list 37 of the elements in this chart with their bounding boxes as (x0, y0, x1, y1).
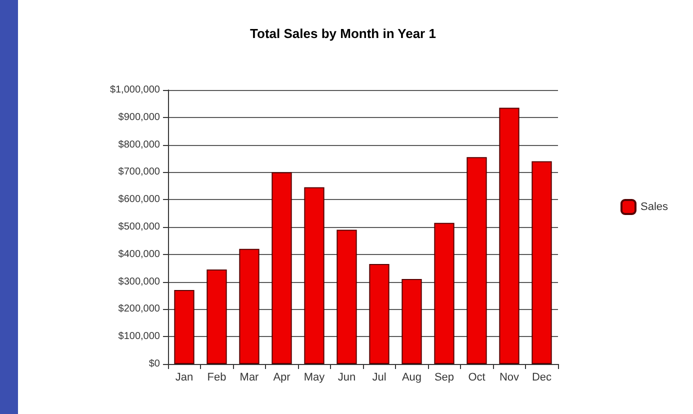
y-tick-label: $900,000 (118, 112, 160, 123)
y-tick-label: $700,000 (118, 166, 160, 178)
bar (402, 279, 422, 364)
x-tick-label: Apr (273, 372, 291, 384)
y-tick-label: $100,000 (118, 331, 160, 342)
bar (206, 269, 227, 364)
x-tick-label: Aug (402, 372, 422, 384)
y-tick-label: $600,000 (118, 194, 160, 206)
chart-title: Total Sales by Month in Year 1 (250, 26, 436, 41)
x-tick-label: Feb (207, 372, 226, 384)
y-tick-label: $0 (148, 358, 160, 370)
legend-label: Sales (640, 201, 668, 213)
bar (174, 290, 194, 364)
bar (466, 157, 487, 364)
bar (336, 230, 357, 364)
bar (272, 172, 292, 364)
x-tick-label: Jan (175, 372, 194, 384)
y-tick-label: $500,000 (118, 222, 160, 232)
x-tick-label: Jul (372, 372, 386, 384)
bar (304, 187, 324, 364)
y-tick-label: $200,000 (118, 304, 160, 315)
x-tick-label: Dec (532, 372, 552, 384)
bar (499, 108, 520, 364)
bar (532, 161, 552, 364)
x-tick-label: Sep (434, 372, 454, 384)
y-tick-label: $1,000,000 (110, 84, 160, 96)
x-tick-label: Mar (240, 372, 260, 384)
bar (369, 264, 390, 364)
x-tick-label: May (304, 372, 326, 384)
x-tick-label: Nov (499, 372, 520, 384)
bar (434, 222, 454, 364)
bar (239, 248, 260, 364)
x-tick-label: Jun (338, 372, 356, 384)
x-tick-label: Oct (468, 372, 486, 384)
y-tick-label: $300,000 (118, 276, 160, 288)
y-tick-label: $400,000 (118, 248, 160, 260)
y-tick-label: $800,000 (118, 139, 160, 150)
